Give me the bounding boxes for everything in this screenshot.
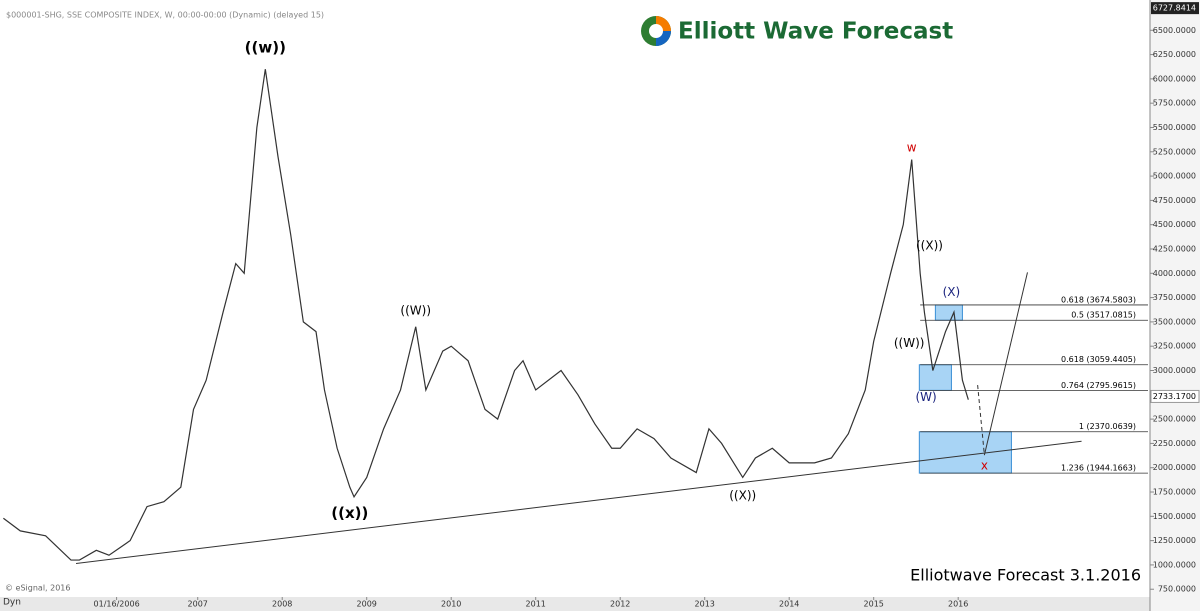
copyright: © eSignal, 2016 [5,584,70,593]
x-tick-label: 2008 [272,600,292,609]
x-tick-label: 2012 [610,600,630,609]
x-tick-label: 2014 [779,600,799,609]
wave-label: (W) [915,390,936,404]
y-tick-label: 3250.0000 [1153,342,1196,351]
target-zone [918,364,952,391]
wave-label: ((X)) [916,239,943,253]
y-tick-label: 2000.0000 [1153,463,1196,472]
y-tick-label: 5750.0000 [1153,99,1196,108]
mode-label: Dyn [3,598,21,608]
logo: Elliott Wave Forecast [641,16,953,46]
last-price-label: 2733.1700 [1153,392,1196,401]
fib-label: 0.618 (3059.4405) [1061,355,1136,364]
y-tick-label: 6500.0000 [1153,26,1196,35]
x-tick-label: 2013 [695,600,715,609]
x-tick-label: 01/16/2006 [94,600,140,609]
target-zone [934,304,963,321]
logo-icon [649,24,663,38]
wave-label: w [907,140,917,154]
x-tick-label: 2016 [948,600,968,609]
y-tick-label: 5250.0000 [1153,147,1196,156]
trendline [75,440,1082,564]
fib-label: 1 (2370.0639) [1079,422,1136,431]
y-tick-label: 4750.0000 [1153,196,1196,205]
x-tick-label: 2011 [526,600,546,609]
fib-label: 0.764 (2795.9615) [1061,381,1136,390]
fib-label: 1.236 (1944.1663) [1061,464,1136,473]
wave-label: ((x)) [331,504,368,522]
fib-label: 0.618 (3674.5803) [1061,295,1136,304]
y-tick-label: 1250.0000 [1153,536,1196,545]
wave-label: x [981,458,988,472]
last-price-box [1150,389,1200,403]
x-tick-label: 2007 [188,600,208,609]
price-line [3,69,969,561]
y-tick-label: 2500.0000 [1153,415,1196,424]
wave-label: ((W)) [400,304,431,318]
y-tick-label: 1750.0000 [1153,488,1196,497]
target-zone [918,431,1012,474]
y-axis-band [1150,0,1200,611]
logo-text: Elliott Wave Forecast [678,19,953,45]
y-tick-label: 1500.0000 [1153,512,1196,521]
x-tick-label: 2009 [357,600,377,609]
watermark: Elliotwave Forecast 3.1.2016 [910,566,1141,585]
top-price-label: 6727.8414 [1153,4,1196,13]
y-tick-label: 750.0000 [1158,585,1196,594]
fib-label: 0.5 (3517.0815) [1071,311,1136,320]
y-tick-label: 6250.0000 [1153,50,1196,59]
y-tick-label: 4000.0000 [1153,269,1196,278]
y-tick-label: 3000.0000 [1153,366,1196,375]
y-tick-label: 6000.0000 [1153,74,1196,83]
wave-label: ((w)) [245,38,286,56]
x-tick-label: 2010 [441,600,461,609]
y-tick-label: 3750.0000 [1153,293,1196,302]
x-tick-label: 2015 [864,600,884,609]
projection-line [983,272,1028,456]
y-tick-label: 4250.0000 [1153,244,1196,253]
y-tick-label: 2250.0000 [1153,439,1196,448]
y-tick-label: 1000.0000 [1153,560,1196,569]
x-axis-band [0,597,1150,611]
wave-label: (X) [943,285,961,299]
wave-label: ((W)) [894,336,925,350]
projection-dashed [977,385,985,456]
wave-label: ((X)) [729,488,756,502]
top-price-box [1151,2,1199,15]
y-tick-label: 4500.0000 [1153,220,1196,229]
y-tick-label: 5000.0000 [1153,172,1196,181]
header: $000001-SHG, SSE COMPOSITE INDEX, W, 00:… [6,11,324,20]
y-tick-label: 5500.0000 [1153,123,1196,132]
y-tick-label: 3500.0000 [1153,317,1196,326]
